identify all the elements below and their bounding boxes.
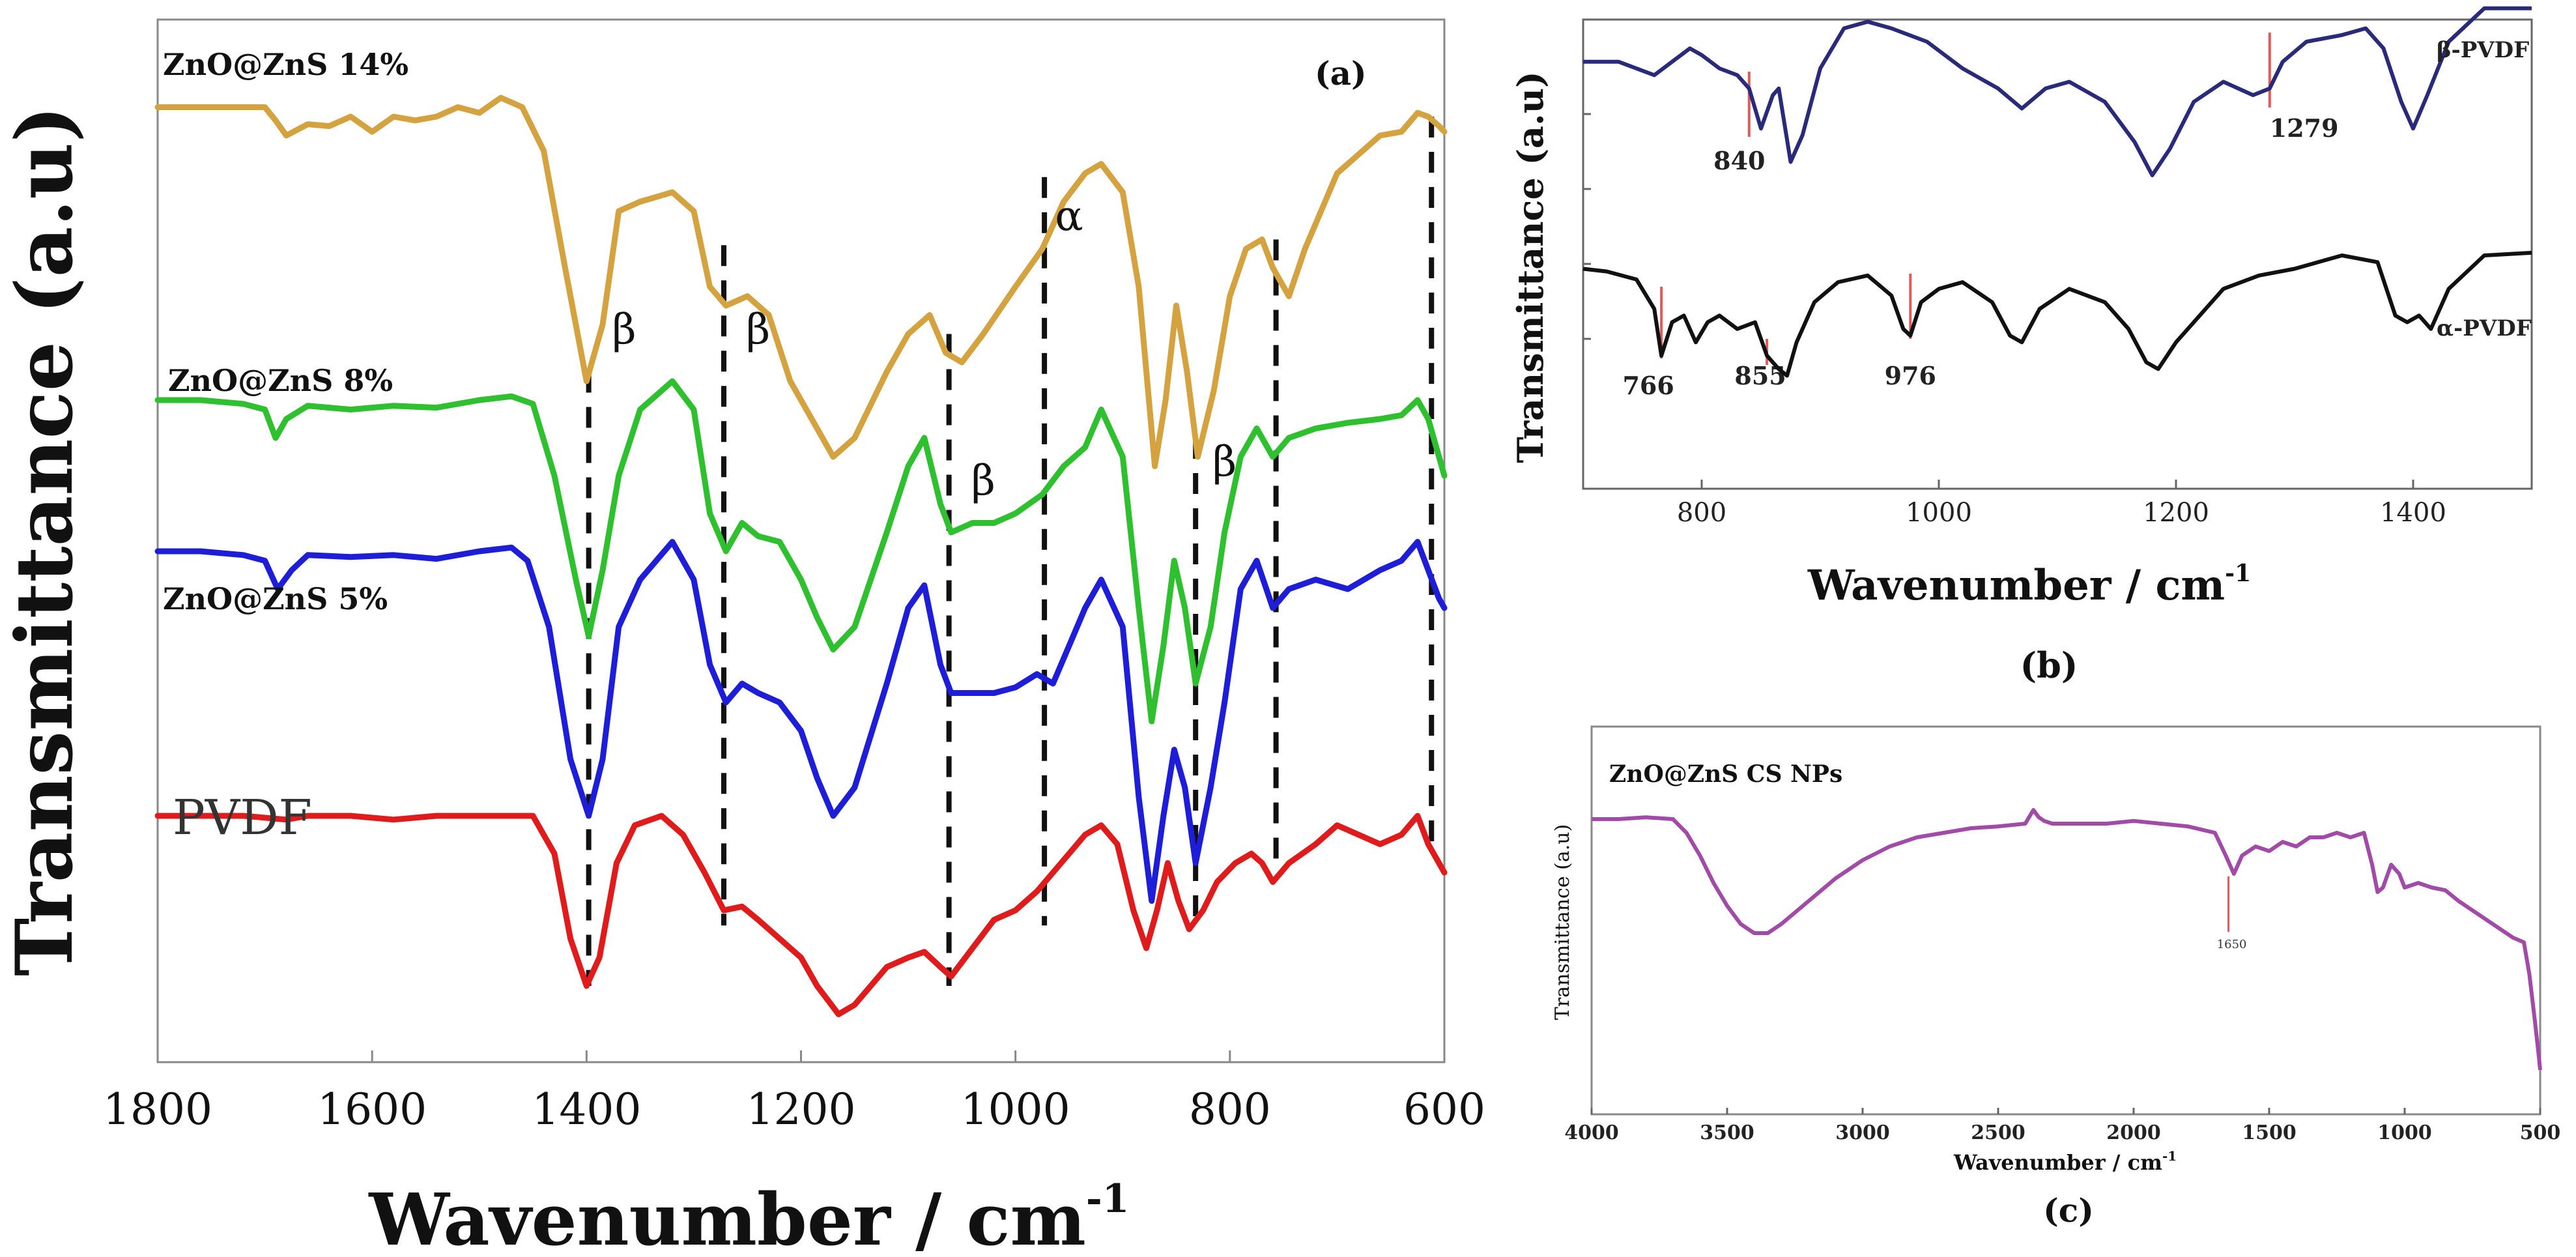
panel-a-x-ticks: 1800 1600 1400 1200 1000 800 600 [103, 1050, 1485, 1134]
panel-c-label: (c) [2043, 1191, 2094, 1230]
panel-a-annotation-2: β [746, 306, 770, 354]
series-label-zno-zns-14: ZnO@ZnS 14% [163, 47, 408, 82]
panel-a-x-tick-label-600: 600 [1403, 1084, 1485, 1134]
panel-a-x-tick-label-1800: 1800 [103, 1084, 212, 1134]
panel-b-marker-label-1279: 1279 [2270, 113, 2339, 143]
panel-a-x-tick-label-800: 800 [1189, 1084, 1271, 1134]
panel-a-y-axis-title: Transmittance (a.u) [0, 106, 91, 976]
panel-a-x-tick-label-1400: 1400 [532, 1084, 641, 1134]
panel-a-annotations: β β β α β [612, 192, 1237, 505]
panel-b-peak-markers: 840 1279 766 855 976 [1622, 33, 2339, 400]
panel-c-x-axis-title-text: Wavenumber / cm [1953, 1150, 2162, 1175]
panel-b-y-axis-title: Transmittance (a.u) [1510, 71, 1551, 463]
panel-a-dashed-lines [586, 117, 1435, 986]
panel-c-series-line-1 [1592, 808, 2542, 1071]
panel-a-series-line-3 [154, 539, 1448, 904]
panel-c-x-tick-label-2500: 2500 [1971, 1121, 2025, 1144]
panel-a-x-tick-label-1200: 1200 [747, 1084, 856, 1134]
panel-c-x-tick-label-4000: 4000 [1564, 1121, 1619, 1144]
panel-a-x-axis-title: Wavenumber / cm-1 [368, 1176, 1129, 1257]
panel-a-series-line-4 [154, 813, 1448, 1017]
series-label-zno-zns-8: ZnO@ZnS 8% [168, 363, 393, 398]
panel-b-series-label-beta: β-PVDF [2437, 37, 2529, 63]
panel-c-x-tick-label-3500: 3500 [1700, 1121, 1754, 1144]
panel-b-series-line-1 [1583, 6, 2532, 177]
panel-a-x-tick-label-1600: 1600 [317, 1084, 427, 1134]
panel-a-series-line-1 [154, 94, 1448, 469]
panel-a-series [154, 94, 1448, 1017]
panel-b-series [1582, 6, 2532, 378]
panel-c-x-axis-title-sup: -1 [2162, 1148, 2177, 1164]
panel-a-x-tick-label-1000: 1000 [961, 1084, 1070, 1134]
panel-b-x-axis-title: Wavenumber / cm-1 [1807, 560, 2251, 610]
panel-c-x-tick-label-1000: 1000 [2377, 1121, 2432, 1144]
panel-b-x-tick-label-1000: 1000 [1906, 498, 1972, 528]
panel-c-frame [1590, 725, 2541, 1116]
panel-b-frame [1582, 18, 2533, 490]
panel-c-marker-label-1650: 1650 [2217, 938, 2247, 951]
panel-c-x-tick-label-3000: 3000 [1835, 1121, 1890, 1144]
panel-a: 1800 1600 1400 1200 1000 800 600 β β β α β ZnO@ZnS… [0, 18, 1485, 1257]
panel-b-y-ticks [1583, 113, 1591, 340]
panel-a-annotation-3: β [971, 457, 995, 505]
panel-a-annotation-1: β [612, 306, 636, 354]
panel-b-x-tick-label-800: 800 [1677, 498, 1726, 528]
panel-a-annotation-4: α [1055, 192, 1083, 240]
series-label-pvdf: PVDF [173, 790, 312, 846]
panel-c-x-ticks: 4000 3500 3000 2500 2000 1500 1000 500 [1564, 1108, 2560, 1144]
series-label-zno-zns-5: ZnO@ZnS 5% [163, 581, 388, 616]
panel-b-series-line-2 [1582, 250, 2532, 378]
panel-b-x-tick-label-1200: 1200 [2143, 498, 2209, 528]
panel-b-marker-label-766: 766 [1622, 371, 1674, 400]
panel-a-x-axis-title-text: Wavenumber / cm [368, 1178, 1085, 1257]
panel-c-peak-markers: 1650 [2217, 876, 2247, 951]
panel-c-title: ZnO@ZnS CS NPs [1609, 760, 1842, 788]
panel-b-series-label-alpha: α-PVDF [2437, 315, 2532, 341]
panel-c-x-tick-label-2000: 2000 [2106, 1121, 2161, 1144]
panel-b-marker-label-855: 855 [1734, 361, 1786, 390]
panel-a-annotation-5: β [1212, 438, 1237, 486]
panel-c: 1650 4000 3500 3000 2500 2000 1500 1000 500 ZnO… [1551, 725, 2560, 1230]
panel-b-label: (b) [2020, 644, 2078, 686]
panel-a-series-line-2 [154, 378, 1448, 725]
panel-b-marker-label-976: 976 [1885, 361, 1936, 390]
panel-a-label: (a) [1315, 54, 1367, 93]
panel-c-series [1592, 808, 2542, 1071]
panel-b-x-tick-label-1400: 1400 [2380, 498, 2446, 528]
panel-b-x-axis-title-text: Wavenumber / cm [1807, 561, 2225, 610]
panel-c-y-axis-title: Transmittance (a.u) [1551, 824, 1574, 1020]
panel-a-x-axis-title-sup: -1 [1086, 1176, 1130, 1222]
panel-b-x-ticks: 800 1000 1200 1400 [1677, 480, 2446, 528]
panel-b-marker-label-840: 840 [1713, 146, 1765, 175]
panel-c-x-tick-label-500: 500 [2520, 1121, 2561, 1144]
panel-b-x-axis-title-sup: -1 [2225, 560, 2251, 587]
panel-c-x-tick-label-1500: 1500 [2242, 1121, 2297, 1144]
panel-a-frame [156, 18, 1446, 1063]
panel-c-x-axis-title: Wavenumber / cm-1 [1953, 1148, 2177, 1175]
